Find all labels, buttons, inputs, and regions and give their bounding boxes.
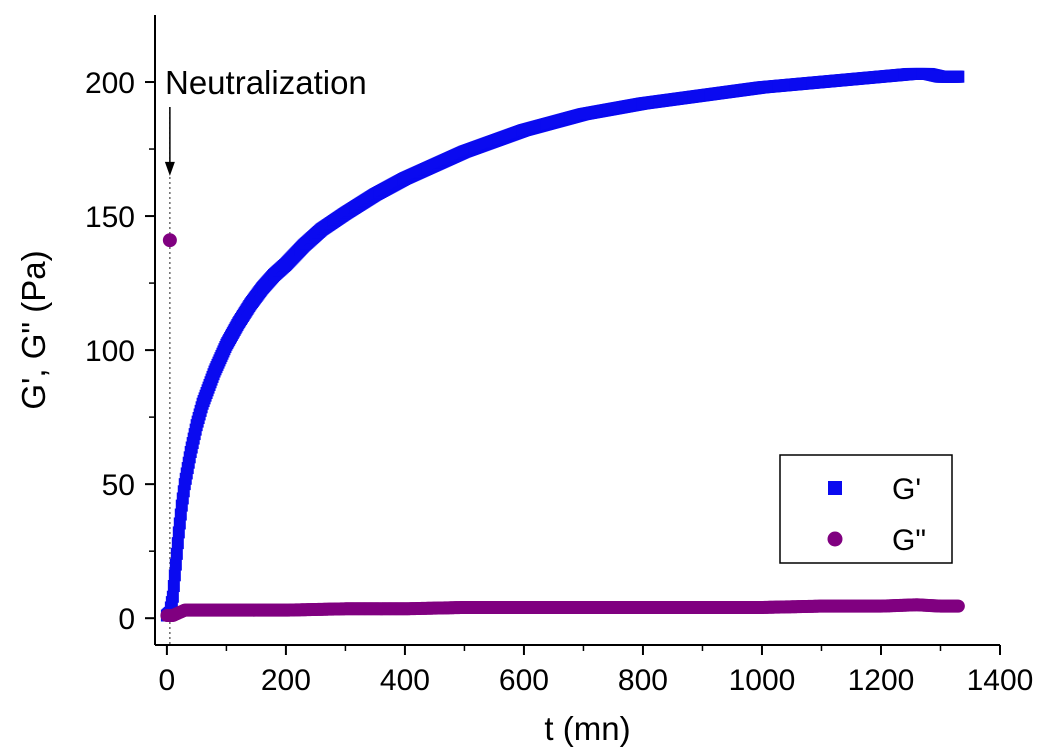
y-tick-label: 0	[118, 603, 135, 636]
legend-label-g-double-prime: G"	[892, 524, 926, 557]
g-prime-point	[166, 590, 179, 603]
series-g-prime	[160, 67, 965, 622]
legend-marker-g-prime	[828, 481, 842, 495]
legend: G' G"	[779, 454, 953, 564]
y-tick-label: 50	[102, 469, 135, 502]
x-tick-label: 400	[380, 664, 430, 697]
x-tick-label: 200	[261, 664, 311, 697]
legend-label-g-prime: G'	[892, 473, 921, 506]
y-tick-label: 100	[85, 335, 135, 368]
x-tick-label: 1000	[729, 664, 796, 697]
axes: 0 200 400 600 800 1000 1200 1400 0 50 100 150 200	[85, 15, 1033, 697]
y-tick-label: 150	[85, 201, 135, 234]
g-prime-point	[171, 537, 184, 550]
annotation: Neutralization	[165, 64, 367, 101]
x-tick-label: 1200	[848, 664, 915, 697]
g-prime-point	[167, 580, 180, 593]
plot-area	[160, 67, 965, 645]
legend-box	[779, 454, 953, 564]
y-tick-label: 200	[85, 67, 135, 100]
x-tick-label: 0	[159, 664, 176, 697]
g-prime-point	[169, 558, 182, 571]
x-tick-label: 1400	[967, 664, 1034, 697]
g-double-prime-point	[162, 233, 177, 248]
g-prime-point	[170, 547, 183, 560]
g-double-prime-point	[951, 599, 965, 613]
legend-marker-g-double-prime	[827, 531, 843, 547]
g-prime-point	[952, 70, 965, 83]
x-axis-title: t (mn)	[544, 710, 630, 747]
neutralization-arrow-head	[164, 161, 175, 176]
series-g-double-prime	[160, 233, 965, 623]
x-tick-label: 600	[499, 664, 549, 697]
x-tick-label: 800	[618, 664, 668, 697]
g-prime-point	[168, 569, 181, 582]
neutralization-annotation: Neutralization	[165, 64, 367, 101]
y-axis-title: G', G" (Pa)	[15, 250, 52, 409]
